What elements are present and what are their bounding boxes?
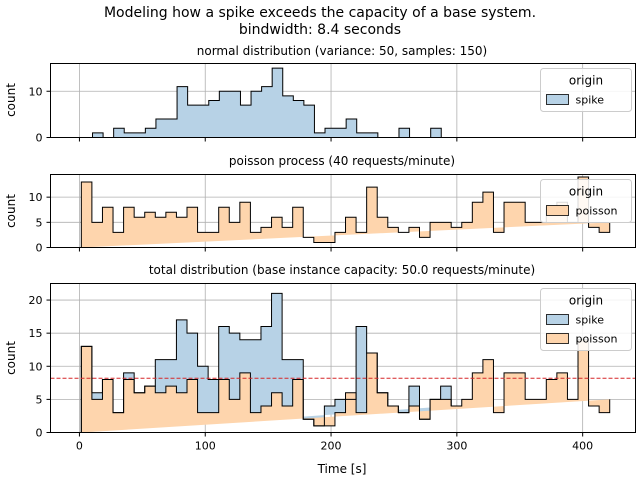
- y-tick-label: 0: [36, 427, 43, 440]
- x-tick-label: 300: [446, 440, 467, 453]
- legend-swatch-spike: [546, 94, 569, 105]
- figure-title-line2: bindwidth: 8.4 seconds: [239, 22, 401, 38]
- axes-frame: [50, 63, 636, 138]
- panel3-ylabel: count: [4, 341, 18, 375]
- panel1-title: normal distribution (variance: 50, sampl…: [197, 44, 487, 58]
- spike-histogram-fill: [92, 68, 442, 138]
- poisson-stacked-outline: [80, 339, 611, 433]
- legend-title: origin: [569, 294, 603, 308]
- y-tick-label: 15: [29, 327, 43, 340]
- axes-frame: [50, 283, 636, 433]
- legend-label-poisson: poisson: [576, 333, 618, 346]
- y-tick-label: 5: [36, 393, 43, 406]
- y-tick-label: 20: [29, 294, 43, 307]
- legend-label-spike: spike: [576, 314, 605, 327]
- y-tick-label: 10: [29, 191, 43, 204]
- figure-title-line1: Modeling how a spike exceeds the capacit…: [104, 5, 536, 21]
- poisson-histogram-fill: [81, 177, 610, 248]
- poisson-histogram-outline: [80, 176, 611, 248]
- legend-title: origin: [569, 185, 603, 199]
- legend-swatch-spike: [546, 314, 569, 325]
- legend-title: origin: [569, 74, 603, 88]
- x-tick-label: 100: [195, 440, 216, 453]
- legend-label-poisson: poisson: [576, 205, 618, 218]
- y-tick-label: 10: [29, 85, 43, 98]
- y-tick-label: 0: [36, 242, 43, 255]
- y-tick-label: 10: [29, 360, 43, 373]
- panel3-axes: 0 100 200 300 400 0 5 10 15 20 origin spike poisson: [29, 283, 636, 453]
- x-tick-label: 400: [572, 440, 593, 453]
- panel1-ylabel: count: [4, 83, 18, 117]
- panel2-title: poisson process (40 requests/minute): [229, 154, 455, 168]
- panel2-ylabel: count: [4, 194, 18, 228]
- panel2-axes: 0 5 10 origin poisson: [29, 174, 636, 255]
- panel3-title: total distribution (base instance capaci…: [149, 263, 535, 277]
- axes-frame: [50, 174, 636, 248]
- x-axis-label: Time [s]: [317, 462, 367, 476]
- legend-label-spike: spike: [576, 94, 605, 107]
- legend-swatch-poisson: [546, 333, 569, 344]
- panel1-axes: 0 10 origin spike: [29, 63, 636, 145]
- legend-swatch-poisson: [546, 205, 569, 216]
- y-tick-label: 0: [36, 132, 43, 145]
- y-tick-label: 5: [36, 216, 43, 229]
- x-tick-label: 200: [321, 440, 342, 453]
- x-tick-label: 0: [76, 440, 83, 453]
